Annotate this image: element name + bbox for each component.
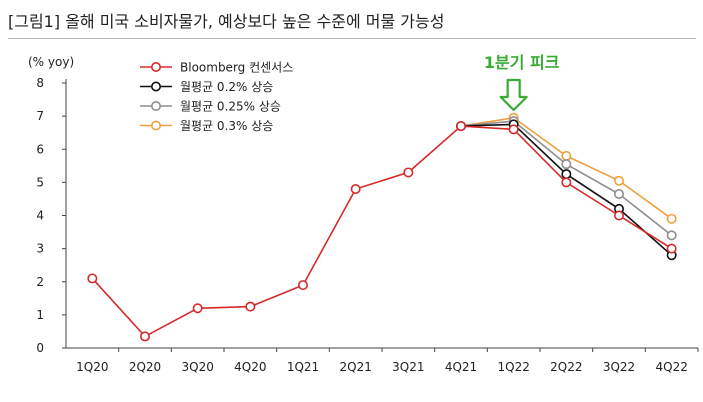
data-point	[666, 213, 677, 224]
y-tick-label: 6	[36, 142, 44, 156]
y-tick-label: 5	[36, 175, 44, 189]
legend-label: Bloomberg 컨센서스	[180, 61, 293, 75]
y-tick-label: 2	[36, 275, 44, 289]
data-point	[350, 184, 361, 195]
y-tick-label: 0	[36, 341, 44, 355]
y-tick-label: 4	[36, 209, 44, 223]
x-tick-label: 2Q22	[550, 360, 582, 374]
y-axis-label: (% yoy)	[28, 55, 74, 69]
title-divider	[8, 38, 696, 39]
data-point	[297, 280, 308, 291]
data-point	[87, 273, 98, 284]
data-point	[245, 301, 256, 312]
x-tick-label: 3Q22	[603, 360, 635, 374]
x-tick-label: 3Q20	[181, 360, 213, 374]
y-tick-label: 8	[36, 76, 44, 90]
data-point	[140, 331, 151, 342]
x-tick-label: 4Q20	[234, 360, 266, 374]
data-point	[403, 167, 414, 178]
data-point	[561, 177, 572, 188]
legend-marker	[151, 61, 162, 72]
x-tick-label: 3Q21	[392, 360, 424, 374]
x-tick-label: 1Q20	[76, 360, 108, 374]
series-line	[91, 125, 673, 338]
legend-marker	[151, 120, 162, 131]
x-tick-label: 2Q20	[129, 360, 161, 374]
data-point	[666, 243, 677, 254]
legend-label: 월평균 0.3% 상승	[180, 119, 273, 133]
x-tick-label: 4Q21	[445, 360, 477, 374]
data-point	[455, 121, 466, 132]
series-line	[460, 123, 673, 256]
y-tick-label: 3	[36, 242, 44, 256]
legend-marker	[151, 81, 162, 92]
data-point	[561, 159, 572, 170]
data-point	[561, 150, 572, 161]
data-point	[192, 303, 203, 314]
legend-label: 월평균 0.2% 상승	[180, 80, 273, 94]
data-point	[508, 124, 519, 135]
data-point	[561, 169, 572, 180]
data-point	[666, 230, 677, 241]
y-tick-label: 1	[36, 308, 44, 322]
data-point	[613, 188, 624, 199]
x-tick-label: 1Q21	[287, 360, 319, 374]
y-tick-label: 7	[36, 109, 44, 123]
data-point	[613, 210, 624, 221]
legend-marker	[151, 101, 162, 112]
chart-title: [그림1] 올해 미국 소비자물가, 예상보다 높은 수준에 머물 가능성	[8, 12, 445, 31]
x-tick-label: 4Q22	[655, 360, 687, 374]
data-point	[613, 175, 624, 186]
x-tick-label: 1Q22	[497, 360, 529, 374]
x-tick-label: 2Q21	[339, 360, 371, 374]
annotation-label: 1분기 피크	[484, 53, 560, 72]
legend-label: 월평균 0.25% 상승	[180, 100, 281, 114]
down-arrow-icon	[499, 78, 528, 112]
